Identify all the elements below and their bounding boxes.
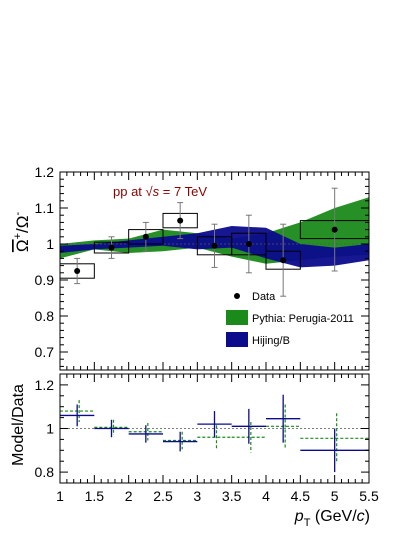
x-tick-label: 2 (125, 488, 133, 504)
data-point (93, 236, 130, 259)
data-point (162, 202, 198, 240)
legend-label: Pythia: Perugia-2011 (252, 313, 354, 325)
y-tick-label: 0.7 (35, 344, 55, 360)
y-tick-label: 1.1 (35, 200, 55, 216)
data-marker (211, 242, 218, 249)
chart-title: pp at √s = 7 TeV (113, 184, 207, 199)
y-tick-label: 1 (46, 421, 54, 437)
ylabel-numerator: Ω (13, 239, 32, 252)
x-axis-title: pT (GeV/c) (294, 508, 370, 529)
legend-swatch (226, 310, 248, 325)
top-panel-frame (59, 171, 370, 371)
top-axes: 0.7 0.8 0.9 1 1.1 1.2 (35, 164, 370, 370)
x-tick-label: 2.5 (153, 488, 173, 504)
data-point (265, 223, 301, 297)
top-y-axis-title: Ω+/Ω- (12, 212, 32, 253)
hijing-ratio-point (300, 428, 369, 473)
svg-text:Ω+/Ω-: Ω+/Ω- (12, 212, 32, 253)
data-marker (177, 217, 184, 224)
y-tick-label: 1.2 (35, 164, 55, 180)
data-point (299, 187, 370, 272)
hijing-ratio-point (163, 431, 198, 452)
x-tick-label: 3.5 (222, 488, 242, 504)
y-tick-label: 1.2 (35, 377, 55, 393)
legend-marker (234, 293, 240, 299)
y-tick-label: 0.8 (35, 308, 55, 324)
x-tick-label: 1.5 (85, 488, 105, 504)
data-point (128, 221, 164, 252)
x-tick-label: 5.5 (359, 488, 379, 504)
data-marker (108, 244, 115, 251)
ratio-points (60, 394, 369, 473)
data-marker (331, 226, 338, 233)
top-panel: 0.70.80.911.11.2 pp at √s = 7 TeV Ω+/Ω- … (12, 164, 370, 371)
legend-entry: Data (234, 291, 276, 303)
legend-label: Data (252, 291, 276, 303)
data-point (231, 214, 267, 274)
y-tick-label: 0.9 (35, 272, 55, 288)
hijing-ratio-point (128, 425, 163, 443)
legend: Data Pythia: Perugia-2011 Hijing/B (226, 291, 354, 347)
hijing-ratio-point (197, 411, 232, 438)
legend-label: Hijing/B (252, 335, 290, 347)
data-marker (142, 233, 149, 240)
y-tick-label: 0.8 (35, 464, 55, 480)
x-tick-label: 3 (193, 488, 201, 504)
hijing-ratio-point (231, 408, 266, 444)
legend-swatch (226, 332, 248, 347)
data-marker (280, 257, 287, 264)
bottom-y-axis-title: Model/Data (10, 384, 27, 466)
hijing-ratio-point (266, 394, 301, 443)
x-tick-label: 4 (262, 488, 270, 504)
bottom-panel: 0.811.21 1.5 2 2.5 3 3.5 4 4.5 5 5.5 Model/Data p… (10, 373, 379, 529)
x-tick-label: 1 (56, 488, 64, 504)
hijing-ratio-point (94, 419, 129, 438)
y-tick-label: 1 (46, 236, 54, 252)
x-tick-label: 4.5 (291, 488, 311, 504)
legend-entry: Hijing/B (226, 332, 290, 347)
data-marker (74, 268, 81, 274)
data-points (59, 187, 370, 297)
data-marker (245, 241, 252, 247)
legend-entry: Pythia: Perugia-2011 (226, 310, 354, 325)
bottom-axes: 0.811.21 1.5 2 2.5 3 3.5 4 4.5 5 5.5 (35, 373, 379, 504)
hijing-ratio-point (60, 404, 95, 427)
x-tick-label: 5 (331, 488, 339, 504)
pythia-ratio-point (300, 413, 369, 464)
